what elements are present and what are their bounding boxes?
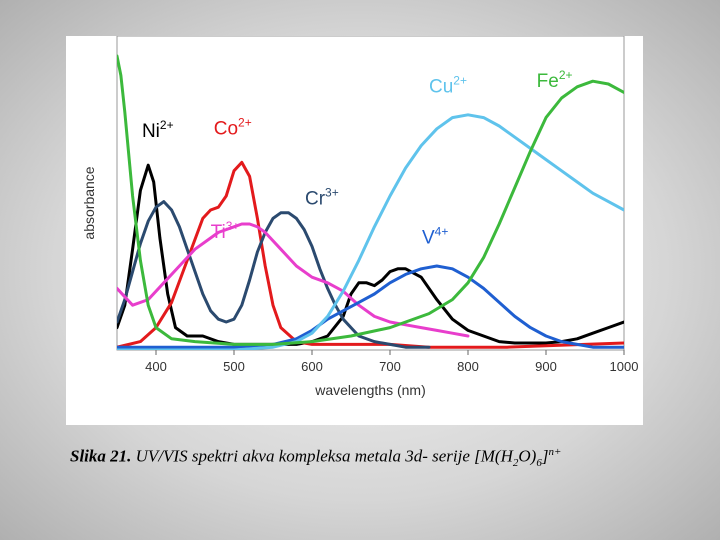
x-tick-label: 500 [223,359,245,374]
series-label-v: V4+ [422,225,448,249]
series-label-cr: Cr3+ [305,185,339,209]
plot-frame [116,36,625,351]
caption-sub-2: 6 [536,457,542,470]
x-axis-title: wavelengths (nm) [314,382,426,398]
absorbance-chart: 400 500 600 700 800 900 1000 Ni2+ Co2+ Cr3+ Ti3+ V… [81,36,639,398]
x-tick-label: 600 [301,359,323,374]
series-line-cr [117,200,431,349]
series-label-ti: Ti3+ [211,219,240,243]
series-label-ni: Ni2+ [142,118,174,142]
x-tick-label: 1000 [610,359,639,374]
x-tick-label: 900 [535,359,557,374]
spectra-figure: 400 500 600 700 800 900 1000 Ni2+ Co2+ Cr3+ Ti3+ V… [66,36,643,425]
caption-text-end: ] [541,446,549,466]
series-line-fe [117,54,624,346]
series-line-co [117,160,624,349]
caption-sup: n+ [548,446,562,458]
caption-text-mid: O) [518,446,537,466]
x-tick-label: 800 [457,359,479,374]
x-tick-label: 400 [145,359,167,374]
series-label-co: Co2+ [214,115,252,139]
caption-sub-1: 2 [512,457,519,470]
x-tick-label: 700 [379,359,401,374]
caption-lead: Slika 21. [70,446,132,466]
series-label-cu: Cu2+ [429,73,467,97]
caption-text: UV/VIS spektri akva kompleksa metala 3d-… [131,446,513,466]
y-axis-title: absorbance [81,166,97,239]
figure-caption: Slika 21. UV/VIS spektri akva kompleksa … [70,446,710,469]
series-label-fe: Fe2+ [537,68,573,92]
series-line-ni [117,163,624,346]
